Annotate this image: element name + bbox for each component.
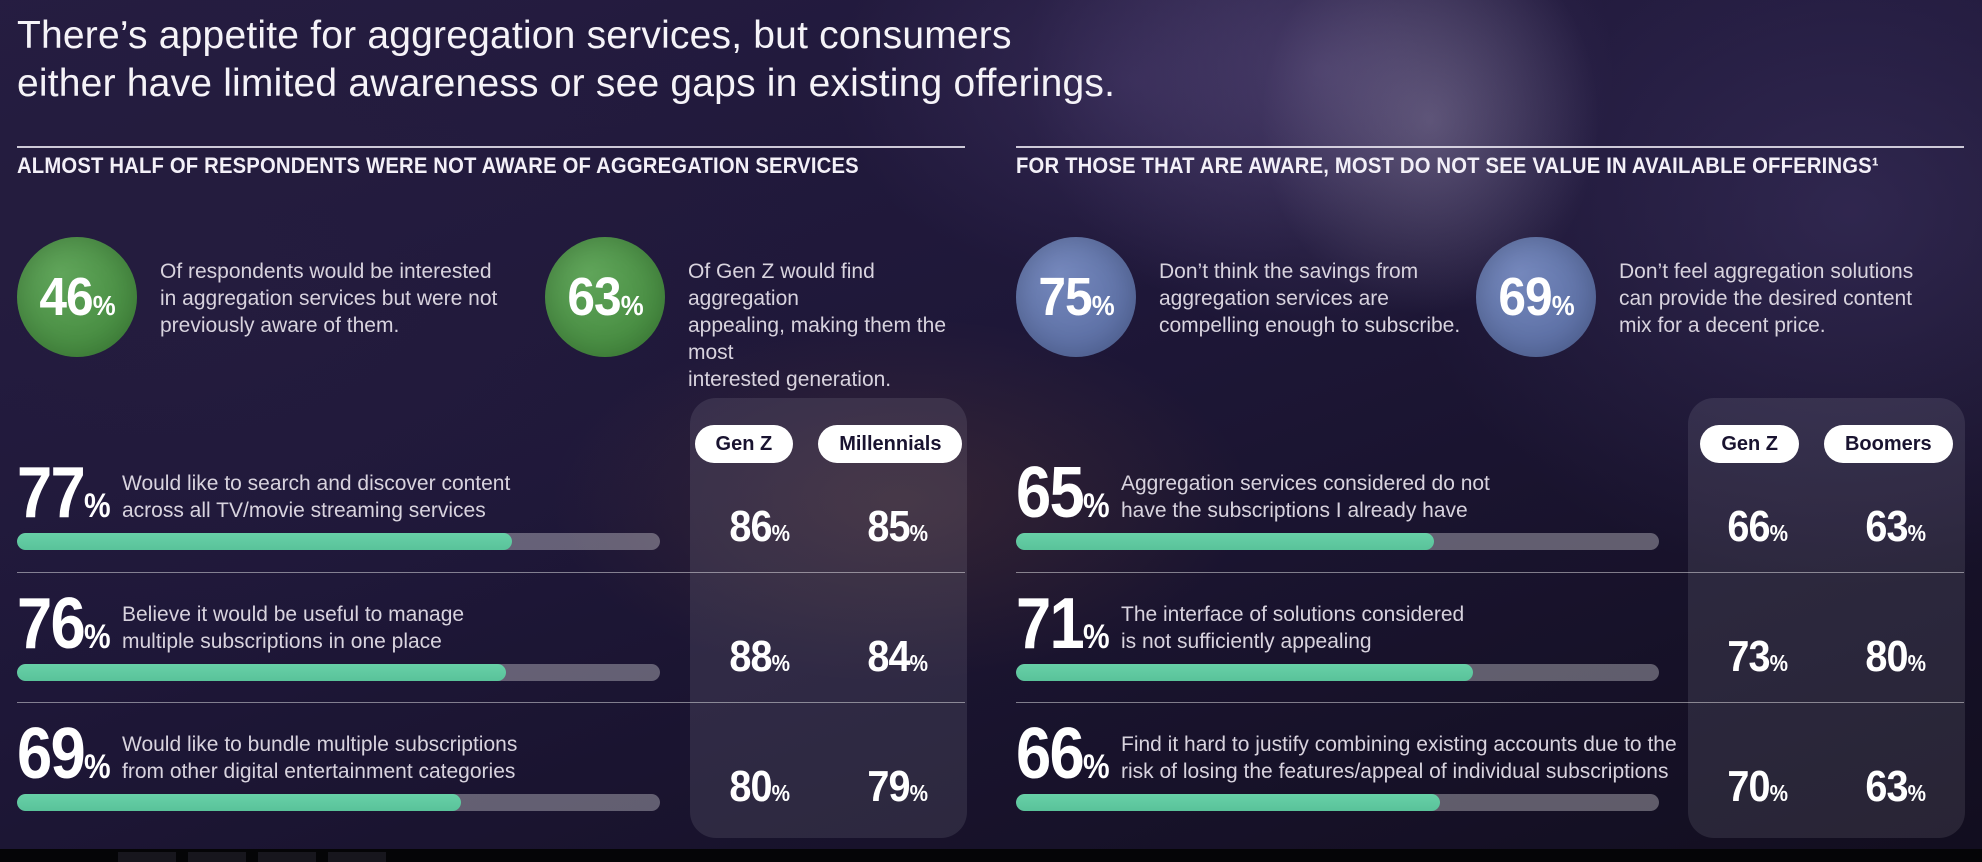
stat-row: 65% Aggregation services considered do n… xyxy=(1016,442,1964,572)
circle-value: 75% xyxy=(1037,267,1115,327)
bottom-strip-thumbnail xyxy=(118,852,176,862)
circle-description: Of respondents would be interested in ag… xyxy=(160,260,498,337)
comparison-panel-genz-millennials: Gen Z Millennials 86% 85% 88% 84% 80% 79… xyxy=(690,398,967,838)
stat-description: Would like to search and discover conten… xyxy=(122,472,511,522)
circle-value: 69% xyxy=(1497,267,1575,327)
panel-value-genz: 70% xyxy=(1726,762,1788,811)
page-title-line1: There’s appetite for aggregation service… xyxy=(17,14,1012,57)
stat-value: 76% xyxy=(17,584,111,664)
panel-value-genz: 86% xyxy=(728,502,790,551)
panel-value-millennials: 79% xyxy=(867,762,929,811)
stat-description: The interface of solutions considered is … xyxy=(1121,603,1465,653)
left-section-header: ALMOST HALF OF RESPONDENTS WERE NOT AWAR… xyxy=(17,153,859,178)
page-title-line2: either have limited awareness or see gap… xyxy=(17,62,1116,105)
progress-bar-track xyxy=(1016,664,1659,681)
progress-bar-track xyxy=(1016,794,1659,811)
highlight-stat-69: 69% Don’t feel aggregation solutions can… xyxy=(1476,237,1913,357)
panel-value-row: 70% 63% xyxy=(1688,758,1965,816)
panel-value-millennials: 84% xyxy=(867,632,929,681)
panel-value-millennials: 85% xyxy=(867,502,929,551)
cohort-pill-genz: Gen Z xyxy=(694,425,794,463)
progress-bar-fill xyxy=(1016,794,1441,811)
stat-description: Would like to bundle multiple subscripti… xyxy=(122,733,518,783)
panel-value-row: 86% 85% xyxy=(690,498,967,556)
cohort-pill-millennials: Millennials xyxy=(818,425,963,463)
panel-value-boomers: 63% xyxy=(1865,502,1927,551)
stat-value: 65% xyxy=(1016,453,1110,533)
blue-circle-69: 69% xyxy=(1476,237,1596,357)
panel-value-genz: 66% xyxy=(1726,502,1788,551)
panel-value-row: 80% 79% xyxy=(690,758,967,816)
stat-row: 76% Believe it would be useful to manage… xyxy=(17,572,965,702)
stat-value: 77% xyxy=(17,453,111,533)
bottom-edge-strip xyxy=(0,849,1982,862)
page-title: There’s appetite for aggregation service… xyxy=(17,12,1115,108)
stat-row: 69% Would like to bundle multiple subscr… xyxy=(17,702,965,832)
circle-value: 63% xyxy=(566,267,644,327)
progress-bar-track xyxy=(1016,533,1659,550)
stat-description: Find it hard to justify combining existi… xyxy=(1121,733,1677,783)
progress-bar-fill xyxy=(1016,533,1434,550)
bottom-strip-thumbnail xyxy=(258,852,316,862)
stat-description: Aggregation services considered do not ha… xyxy=(1121,472,1490,522)
green-circle-46: 46% xyxy=(17,237,137,357)
circle-description: Don’t think the savings from aggregation… xyxy=(1159,260,1461,337)
panel-value-genz: 80% xyxy=(728,762,790,811)
circle-description: Don’t feel aggregation solutions can pro… xyxy=(1619,260,1914,337)
highlight-stat-63: 63% Of Gen Z would find aggregation appe… xyxy=(545,237,965,393)
stat-value: 71% xyxy=(1016,584,1110,664)
stat-row: 71% The interface of solutions considere… xyxy=(1016,572,1964,702)
panel-value-row: 73% 80% xyxy=(1688,628,1965,686)
stat-description: Believe it would be useful to manage mult… xyxy=(122,603,465,653)
progress-bar-track xyxy=(17,664,660,681)
circle-description: Of Gen Z would find aggregation appealin… xyxy=(688,260,946,391)
stat-row: 77% Would like to search and discover co… xyxy=(17,442,965,572)
left-stats-list: 77% Would like to search and discover co… xyxy=(17,442,965,832)
progress-bar-fill xyxy=(17,794,461,811)
bottom-strip-thumbnail xyxy=(328,852,386,862)
panel-value-genz: 73% xyxy=(1726,632,1788,681)
panel-value-row: 66% 63% xyxy=(1688,498,1965,556)
stat-value: 69% xyxy=(17,714,111,794)
blue-circle-75: 75% xyxy=(1016,237,1136,357)
right-stats-list: 65% Aggregation services considered do n… xyxy=(1016,442,1964,832)
progress-bar-track xyxy=(17,794,660,811)
comparison-panel-genz-boomers: Gen Z Boomers 66% 63% 73% 80% 70% 63% xyxy=(1688,398,1965,838)
right-section-header: FOR THOSE THAT ARE AWARE, MOST DO NOT SE… xyxy=(1016,153,1879,178)
panel-value-boomers: 80% xyxy=(1865,632,1927,681)
cohort-pill-genz: Gen Z xyxy=(1700,425,1799,463)
progress-bar-fill xyxy=(17,533,513,550)
cohort-pills: Gen Z Millennials xyxy=(690,425,967,463)
panel-value-boomers: 63% xyxy=(1865,762,1927,811)
stat-value: 66% xyxy=(1016,714,1110,794)
cohort-pills: Gen Z Boomers xyxy=(1688,425,1965,463)
progress-bar-track xyxy=(17,533,660,550)
circle-value: 46% xyxy=(38,267,116,327)
progress-bar-fill xyxy=(17,664,506,681)
progress-bar-fill xyxy=(1016,664,1473,681)
left-section-divider xyxy=(17,146,965,148)
right-section-divider xyxy=(1016,146,1964,148)
panel-value-row: 88% 84% xyxy=(690,628,967,686)
stat-row: 66% Find it hard to justify combining ex… xyxy=(1016,702,1964,832)
bottom-strip-thumbnail xyxy=(188,852,246,862)
highlight-stat-75: 75% Don’t think the savings from aggrega… xyxy=(1016,237,1460,357)
panel-value-genz: 88% xyxy=(728,632,790,681)
highlight-stat-46: 46% Of respondents would be interested i… xyxy=(17,237,497,357)
green-circle-63: 63% xyxy=(545,237,665,357)
cohort-pill-boomers: Boomers xyxy=(1823,425,1953,463)
